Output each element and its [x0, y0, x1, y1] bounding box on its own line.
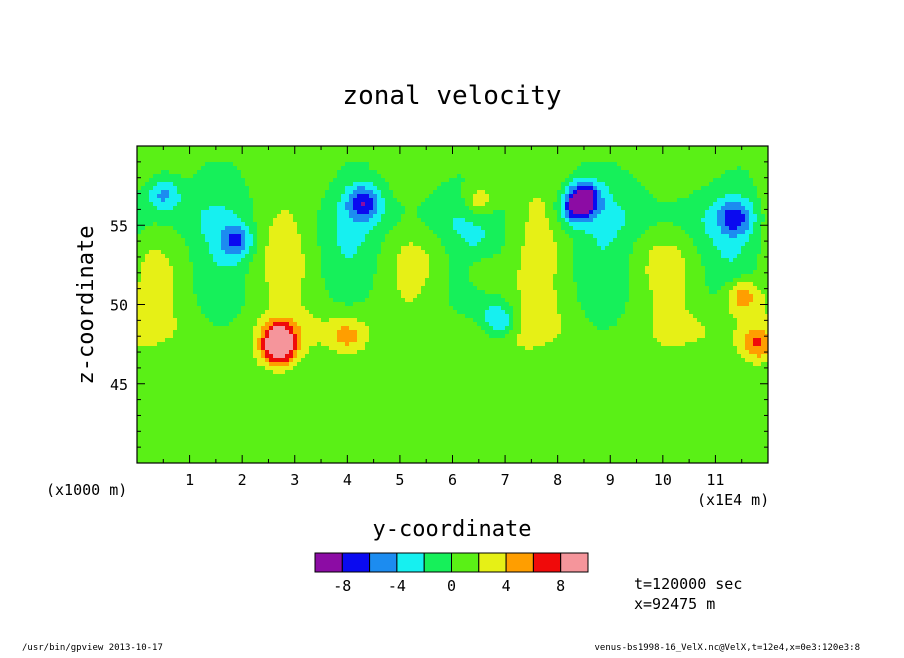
- y-axis-ticks: 45 50 55: [110, 145, 768, 464]
- position-annotation: x=92475 m: [634, 595, 715, 613]
- x-tick-label: 6: [448, 471, 457, 489]
- colorbar-swatch: [451, 552, 480, 573]
- y-unit-label: (x1000 m): [46, 481, 127, 499]
- x-axis-title: y-coordinate: [373, 517, 532, 542]
- colorbar-swatch: [532, 552, 562, 573]
- colorbar-swatch: [505, 552, 534, 573]
- x-tick-label: 11: [706, 471, 724, 489]
- colorbar-swatch: [341, 552, 371, 573]
- y-tick-label: 55: [110, 217, 128, 235]
- x-tick-label: 3: [290, 471, 299, 489]
- x-axis-ticks: 1 2 3 4 5 6 7 8 9 10 11: [136, 146, 769, 489]
- colorbar-swatch: [314, 552, 343, 573]
- time-annotation: t=120000 sec: [634, 575, 742, 593]
- colorbar-swatch: [369, 552, 398, 573]
- y-axis-title: z-coordinate: [74, 226, 99, 385]
- colorbar-swatch: [478, 552, 507, 573]
- x-tick-label: 7: [501, 471, 510, 489]
- colorbar-swatch: [396, 552, 425, 573]
- y-tick-label: 50: [110, 297, 128, 315]
- x-tick-label: 1: [185, 471, 194, 489]
- colorbar-tick-label: -4: [388, 577, 406, 595]
- colorbar-tick-label: -8: [333, 577, 351, 595]
- x-unit-label: (x1E4 m): [697, 491, 769, 509]
- x-tick-label: 5: [395, 471, 404, 489]
- colorbar-tick-label: 0: [447, 577, 456, 595]
- colorbar-swatch: [560, 552, 589, 573]
- colorbar-swatch: [423, 552, 453, 573]
- x-tick-label: 9: [606, 471, 615, 489]
- contour-field: [137, 146, 768, 463]
- x-tick-label: 8: [553, 471, 562, 489]
- chart-title: zonal velocity: [342, 81, 561, 111]
- x-tick-label: 4: [343, 471, 352, 489]
- colorbar-tick-label: 4: [502, 577, 511, 595]
- footer-right: venus-bs1998-16_VelX.nc@VelX,t=12e4,x=0e…: [594, 643, 860, 653]
- x-tick-label: 10: [654, 471, 672, 489]
- y-tick-label: 45: [110, 376, 128, 394]
- colorbar: -8 -4 0 4 8: [314, 552, 589, 595]
- footer-left: /usr/bin/gpview 2013-10-17: [22, 643, 163, 653]
- x-tick-label: 2: [238, 471, 247, 489]
- colorbar-tick-label: 8: [556, 577, 565, 595]
